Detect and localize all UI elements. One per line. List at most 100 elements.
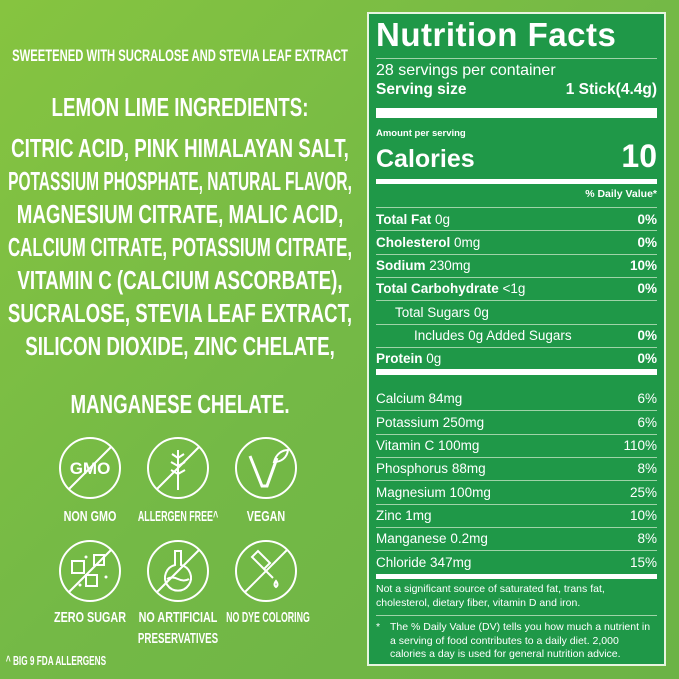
nutrient-amount: 0g (473, 304, 489, 320)
nutrient-name: Total Fat 0g (376, 212, 450, 227)
nutrient-name: Manganese 0.2mg (376, 531, 488, 546)
nutrient-row: Potassium 250mg 6% (376, 410, 657, 433)
nutrient-row: Manganese 0.2mg 8% (376, 526, 657, 550)
nutrient-amount: 0mg (454, 234, 481, 250)
nutrient-amount: 230mg (429, 258, 471, 274)
nutrient-row: Total Fat 0g 0% (376, 207, 657, 230)
nutrient-daily-value: 6% (637, 414, 657, 430)
nutrient-label: Cholesterol (376, 234, 451, 250)
non-gmo-icon: GMO (59, 437, 121, 499)
nutrient-row: Protein 0g 0% (376, 346, 657, 370)
footnote-daily-value: * The % Daily Value (DV) tells you how mu… (376, 621, 657, 662)
calories-row: Calories 10 (376, 138, 657, 175)
nutrient-label: Potassium (376, 414, 440, 430)
nutrient-daily-value: 25% (629, 484, 657, 500)
ingredient-line: MANGANESE CHELATE. (70, 389, 290, 419)
nutrient-amount: 88mg (451, 461, 486, 477)
nutrient-amount: 250mg (442, 414, 485, 430)
nutrient-row: Total Sugars 0g (376, 300, 657, 323)
nutrient-name: Sodium 230mg (376, 258, 471, 273)
nutrient-row: Zinc 1mg 10% (376, 503, 657, 527)
footnote-not-significant: Not a significant source of saturated fa… (376, 583, 605, 609)
ingredient-line: CITRIC ACID, PINK HIMALAYAN SALT, (11, 133, 349, 163)
calories-label: Calories (376, 145, 475, 173)
flask-crossed-icon (147, 540, 209, 602)
serving-size-label: Serving size (376, 81, 467, 98)
nutrient-amount: <1g (502, 281, 526, 297)
ingredient-line: MAGNESIUM CITRATE, MALIC ACID, (16, 199, 344, 229)
nutrient-label: Zinc (376, 508, 402, 523)
badge-label-no-dye: NO DYE COLORING (226, 609, 310, 626)
nutrient-label: Total Fat (376, 211, 432, 227)
nutrition-title: Nutrition Facts (376, 16, 617, 53)
nutrient-label: Protein (376, 351, 423, 367)
badge-label-vegan: VEGAN (246, 508, 286, 525)
ingredient-line: CALCIUM CITRATE, POTASSIUM CITRATE, (7, 232, 353, 262)
nutrient-amount: 100mg (438, 438, 480, 454)
nutrient-label: Chloride (376, 554, 427, 570)
serving-size-row: Serving size 1 Stick(4.4g) (376, 81, 657, 99)
nutrient-label: Calcium (376, 391, 425, 406)
badge-label-zero-sugar: ZERO SUGAR (53, 609, 127, 626)
nutrient-row: Vitamin C 100mg 110% (376, 433, 657, 457)
daily-value-header: % Daily Value* (585, 188, 657, 200)
vegan-leaf-icon (235, 437, 297, 499)
nutrient-label: Vitamin C (376, 438, 435, 454)
nutrient-amount: 84mg (428, 391, 463, 406)
nutrient-daily-value: 10% (629, 508, 657, 523)
nutrient-daily-value: 110% (623, 438, 657, 454)
nutrient-amount: 347mg (430, 554, 472, 570)
ingredient-line: SILICON DIOXIDE, ZINC CHELATE, (25, 331, 335, 361)
wheat-crossed-icon (147, 437, 209, 499)
nutrient-name: Potassium 250mg (376, 415, 484, 430)
nutrient-label: Total Sugars (395, 304, 471, 320)
allergen-footnote: ^ BIG 9 FDA ALLERGENS (5, 653, 107, 668)
gmo-icon-text: GMO (70, 459, 111, 478)
nutrient-daily-value: 0% (637, 234, 657, 250)
nutrient-row: Cholesterol 0mg 0% (376, 230, 657, 253)
nutrient-name: Phosphorus 88mg (376, 461, 486, 476)
nutrient-daily-value: 10% (629, 258, 657, 274)
badge-label-no-artificial: NO ARTIFICIAL (138, 609, 218, 626)
calories-value: 10 (621, 138, 657, 174)
nutrient-label: Magnesium (376, 484, 446, 500)
nutrient-row: Total Carbohydrate <1g 0% (376, 276, 657, 300)
ingredient-line: SUCRALOSE, STEVIA LEAF EXTRACT, (7, 298, 353, 328)
nutrient-name: Cholesterol 0mg (376, 235, 480, 250)
servings-per-container: 28 servings per container (376, 62, 556, 79)
nutrient-amount: 0.2mg (450, 531, 488, 547)
nutrient-name: Protein 0g (376, 351, 441, 366)
nutrient-label: Sodium (376, 258, 426, 274)
nutrient-daily-value: 15% (629, 554, 657, 570)
nutrient-name: Zinc 1mg (376, 508, 432, 523)
nutrient-row: Calcium 84mg 6% (376, 387, 657, 410)
nutrient-amount: 100mg (449, 484, 491, 500)
nutrient-row: Chloride 347mg 15% (376, 550, 657, 573)
nutrient-row: Sodium 230mg 10% (376, 253, 657, 277)
ingredient-line: VITAMIN C (CALCIUM ASCORBATE), (17, 265, 343, 295)
nutrient-daily-value: 0% (637, 211, 657, 227)
nutrient-name: Chloride 347mg (376, 555, 471, 570)
nutrient-amount: 0g Added Sugars (468, 328, 572, 343)
nutrient-name: Vitamin C 100mg (376, 438, 479, 453)
nutrient-name: Magnesium 100mg (376, 485, 491, 500)
nutrient-daily-value: 0% (637, 351, 657, 367)
sugar-cubes-crossed-icon (59, 540, 121, 602)
footnote-star: * (376, 621, 381, 633)
badge-label-allergen-free: ALLERGEN FREE^ (137, 508, 219, 525)
nutrient-label: Includes (414, 328, 465, 343)
dropper-crossed-icon (235, 540, 297, 602)
nutrient-name: Includes 0g Added Sugars (376, 328, 572, 343)
badge-label-preservatives: PRESERVATIVES (137, 630, 219, 647)
nutrient-amount: 1mg (405, 508, 432, 523)
nutrient-daily-value: 6% (637, 391, 657, 406)
nutrient-label: Phosphorus (376, 461, 449, 477)
nutrient-amount: 0g (426, 351, 442, 367)
nutrient-daily-value: 0% (637, 281, 657, 297)
badge-label-non-gmo: NON GMO (63, 508, 117, 525)
ingredients-heading: LEMON LIME INGREDIENTS: (51, 92, 309, 122)
nutrient-name: Calcium 84mg (376, 391, 462, 406)
footnote-daily-value-text: The % Daily Value (DV) tells you how muc… (390, 621, 651, 660)
nutrient-name: Total Carbohydrate <1g (376, 281, 525, 296)
nutrient-name: Total Sugars 0g (376, 305, 489, 320)
